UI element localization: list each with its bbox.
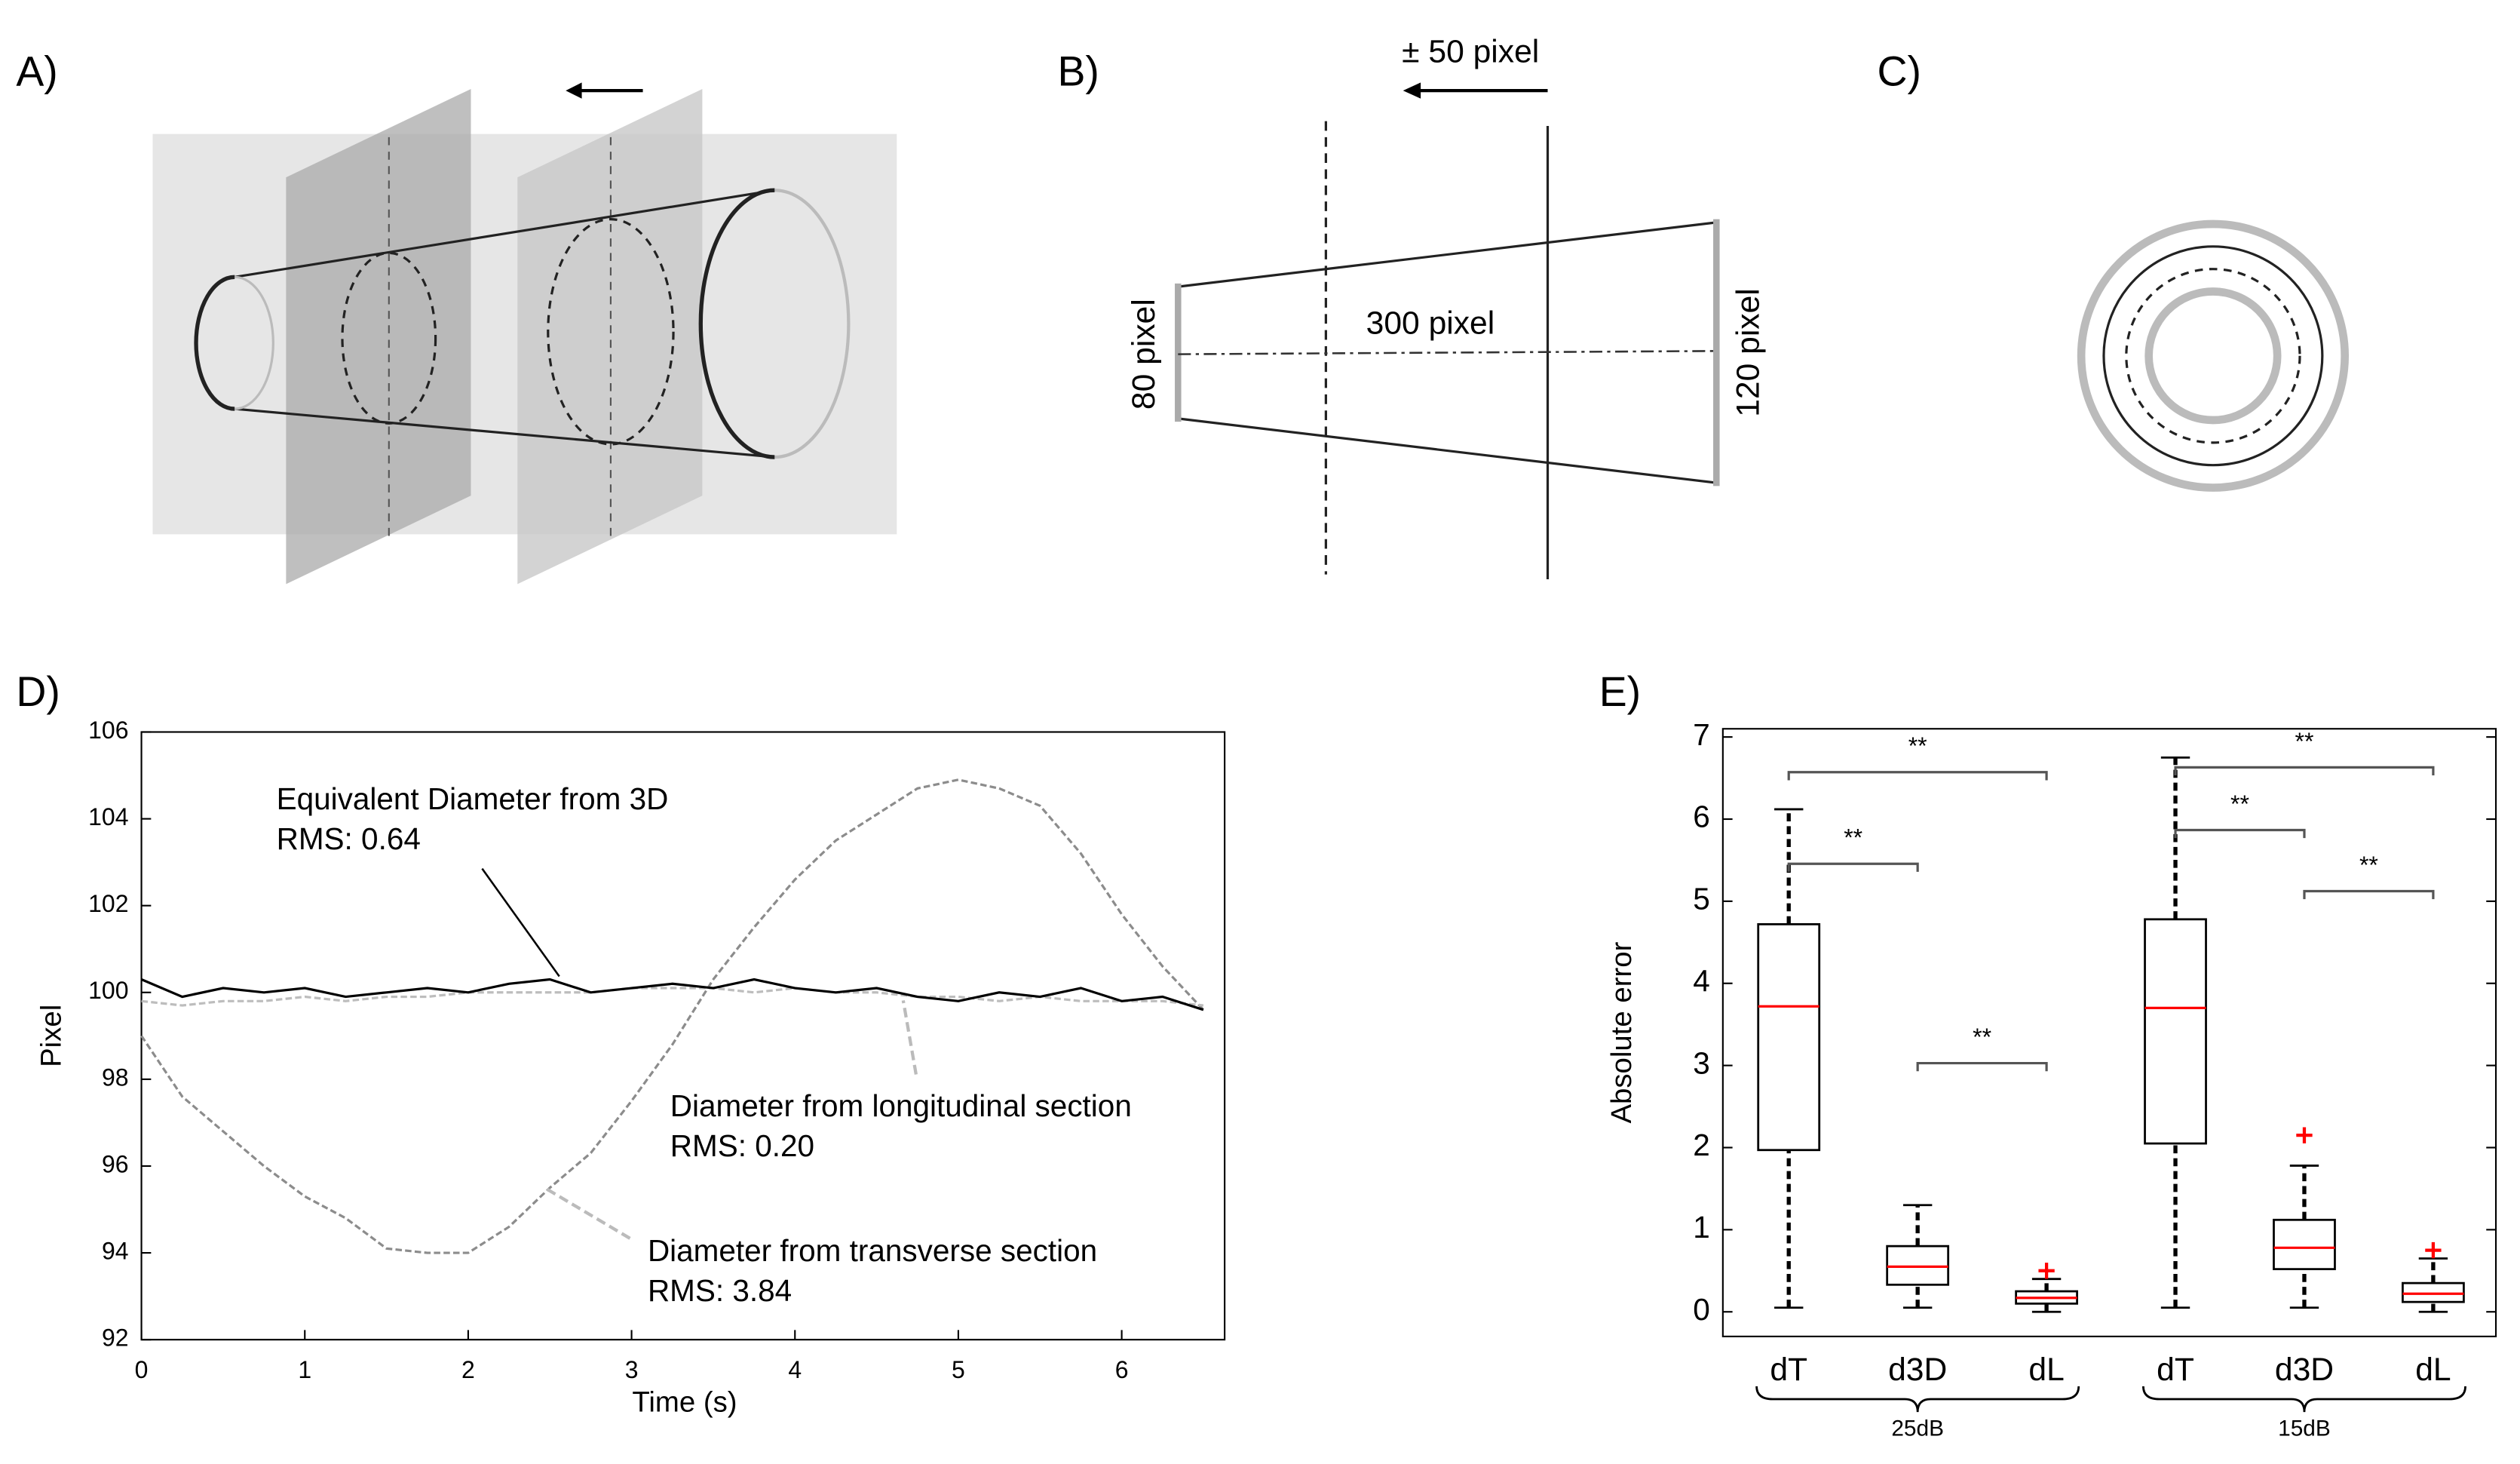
y-tick-label: 3 [1693,1045,1710,1080]
x-tick-label: 6 [1115,1356,1129,1383]
y-tick-label: 6 [1693,800,1710,834]
annotation: RMS: 0.20 [670,1128,814,1163]
diagram-c [2077,219,2350,492]
annotation: Diameter from transverse section [648,1233,1097,1268]
x-tick-label: 4 [788,1356,802,1383]
annotation: RMS: 0.64 [277,821,421,856]
x-tick-label: d3D [1888,1352,1947,1388]
data-line [140,778,1205,1254]
panel-label: D) [16,668,60,715]
x-tick-label: dL [2415,1352,2451,1388]
y-tick-label: 106 [88,717,128,744]
x-tick-label: 2 [461,1356,475,1383]
box [2402,1281,2465,1303]
y-axis-label: Pixel [35,1005,67,1067]
y-tick-label: 2 [1693,1128,1710,1162]
leader-line [481,867,560,978]
shift-label: ± 50 pixel [1402,33,1539,69]
y-axis-label: Absolute error [1605,941,1638,1123]
annotation: RMS: 3.84 [648,1273,792,1308]
panel-label: C) [1877,48,1921,94]
panel-label: B) [1057,48,1099,94]
y-tick-label: 96 [102,1150,129,1177]
diameter-label: 80 pixel [1126,299,1162,410]
y-tick-label: 104 [88,803,128,830]
y-tick-label: 1 [1693,1210,1710,1245]
x-tick-label: 5 [952,1356,965,1383]
plot-frame [1721,728,2497,1337]
significance-bracket [1787,771,2048,781]
x-tick-label: dL [2028,1352,2064,1388]
data-line [140,978,1204,1011]
box [2273,1218,2336,1271]
outlier [2038,1263,2055,1279]
x-tick-label: dT [2157,1352,2194,1388]
diagram-a [152,82,897,585]
group-brace [2142,1386,2466,1413]
x-tick-label: 1 [298,1356,311,1383]
significance-label: ** [2295,728,2314,755]
y-tick-label: 98 [102,1063,129,1091]
box [2144,918,2207,1145]
significance-label: ** [2359,852,2378,879]
panel-label: E) [1599,668,1641,715]
x-tick-label: 0 [135,1356,149,1383]
y-tick-label: 5 [1693,882,1710,916]
length-label: 300 pixel [1366,305,1495,342]
panel-label: A) [16,48,57,94]
y-tick-label: 100 [88,977,128,1004]
diameter-label: 120 pixel [1730,288,1766,417]
significance-label: ** [1908,732,1927,760]
y-tick-label: 4 [1693,963,1710,998]
outlier [2296,1127,2313,1143]
x-tick-label: dT [1770,1352,1807,1388]
box [1886,1245,1950,1286]
box [1757,922,1821,1152]
annotation: Diameter from longitudinal section [670,1088,1132,1123]
y-tick-label: 7 [1693,717,1710,752]
significance-bracket [2303,889,2435,900]
group-label: 15dB [2278,1416,2331,1441]
significance-bracket [1916,1061,2048,1072]
significance-label: ** [1844,824,1862,852]
significance-label: ** [1973,1024,1991,1051]
outlier [2425,1241,2442,1259]
x-tick-label: d3D [2275,1352,2334,1388]
annotation: Equivalent Diameter from 3D [277,781,669,816]
significance-bracket [2174,766,2435,776]
y-tick-label: 0 [1693,1292,1710,1327]
group-brace [1755,1386,2080,1413]
diagram-b: ± 50 pixel 300 pixel 80 pixel 120 pixel [1126,33,1766,580]
significance-bracket [2174,828,2306,839]
significance-bracket [1787,862,1919,872]
leader-line [542,1185,631,1240]
group-label: 25dB [1891,1416,1944,1441]
leader-line [901,1000,918,1075]
y-tick-label: 94 [102,1238,129,1265]
significance-label: ** [2230,790,2249,818]
x-tick-label: 3 [625,1356,639,1383]
y-tick-label: 92 [102,1324,129,1352]
y-tick-label: 102 [88,890,128,917]
x-axis-label: Time (s) [632,1386,737,1419]
data-line [141,987,1204,1007]
